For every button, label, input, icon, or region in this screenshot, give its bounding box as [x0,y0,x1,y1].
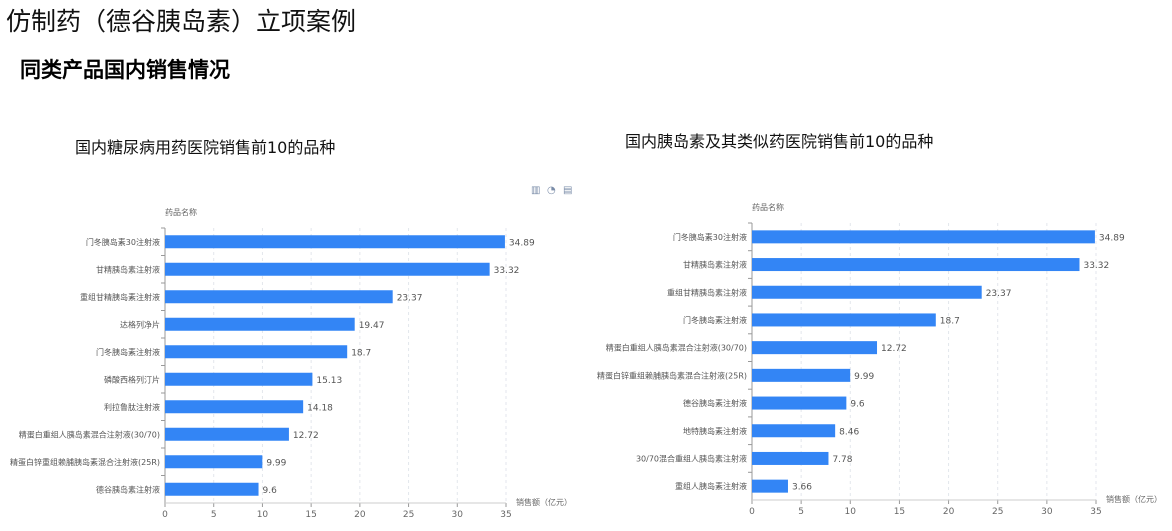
page-title: 仿制药（德谷胰岛素）立项案例 [6,7,357,36]
bar [752,451,829,465]
category-label: 甘精胰岛素注射液 [96,264,160,274]
category-label: 门冬胰岛素30注射液 [86,237,160,247]
x-axis-title: 销售额（亿元） [1106,494,1162,504]
data-label: 23.37 [397,293,423,303]
bar [165,262,490,276]
x-tick-label: 35 [500,510,511,520]
bar [752,230,1095,244]
category-label: 精蛋白重组人胰岛素混合注射液(30/70) [606,343,747,353]
x-tick-label: 0 [749,507,755,517]
x-tick-label: 5 [798,507,804,517]
section-subtitle: 同类产品国内销售情况 [20,58,230,82]
x-tick-label: 25 [403,510,414,520]
x-tick-label: 10 [257,510,269,520]
category-label: 精蛋白锌重组赖脯胰岛素混合注射液(25R) [10,457,160,467]
data-label: 7.78 [832,455,852,465]
bar [165,317,355,331]
chart-title-left: 国内糖尿病用药医院销售前10的品种 [75,138,336,157]
category-label: 重组甘精胰岛素注射液 [667,287,747,297]
data-label: 9.99 [854,372,874,382]
bar [165,235,505,249]
data-label: 34.89 [1099,233,1125,243]
y-axis-title: 药品名称 [752,202,784,212]
x-tick-label: 15 [894,507,905,517]
data-label: 18.7 [940,316,960,326]
x-tick-label: 30 [1041,507,1053,517]
bar [752,258,1080,272]
data-label: 23.37 [986,289,1012,299]
data-label: 9.99 [266,458,286,468]
bar [752,285,982,299]
data-label: 9.6 [850,400,865,410]
bar [752,396,847,410]
category-label: 利拉鲁肽注射液 [104,402,160,412]
bar [165,482,259,496]
bar [165,372,313,386]
x-axis-title: 销售额（亿元） [516,497,572,507]
bar [165,400,304,414]
x-tick-label: 5 [211,510,217,520]
category-label: 地特胰岛素注射液 [683,426,747,436]
bar [165,345,348,359]
data-label: 15.13 [316,376,342,386]
category-label: 门冬胰岛素30注射液 [673,232,747,242]
x-tick-label: 30 [452,510,464,520]
bar [752,424,836,438]
bar [165,290,393,304]
category-label: 精蛋白重组人胰岛素混合注射液(30/70) [19,429,160,439]
category-label: 重组人胰岛素注射液 [675,481,747,491]
category-label: 重组甘精胰岛素注射液 [80,292,160,302]
x-tick-label: 35 [1090,507,1101,517]
bar [752,313,936,327]
x-tick-label: 10 [845,507,857,517]
data-label: 33.32 [494,266,520,276]
chart-title-right: 国内胰岛素及其类似药医院销售前10的品种 [625,132,934,151]
x-tick-label: 15 [305,510,316,520]
data-label: 33.32 [1083,261,1109,271]
data-label: 9.6 [263,486,278,496]
category-label: 甘精胰岛素注射液 [683,260,747,270]
data-label: 12.72 [881,344,907,354]
x-tick-label: 20 [943,507,955,517]
data-label: 14.18 [307,403,333,413]
x-tick-label: 0 [162,510,168,520]
data-label: 18.7 [351,348,371,358]
data-label: 34.89 [509,238,535,248]
category-label: 精蛋白锌重组赖脯胰岛素混合注射液(25R) [597,370,747,380]
category-label: 磷酸西格列汀片 [104,374,160,384]
category-label: 门冬胰岛素注射液 [683,315,747,325]
x-tick-label: 20 [354,510,366,520]
x-tick-label: 25 [992,507,1003,517]
data-label: 3.66 [792,483,812,493]
category-label: 门冬胰岛素注射液 [96,347,160,357]
data-view-icon[interactable]: ▤ [563,185,573,196]
bar [165,455,263,469]
category-label: 德谷胰岛素注射液 [683,398,747,408]
bar [165,427,289,441]
bar [752,341,878,355]
bar [752,368,851,382]
pie-chart-icon[interactable]: ◔ [547,185,556,196]
bar-chart-icon[interactable]: ▥ [531,185,541,196]
category-label: 30/70混合重组人胰岛素注射液 [636,453,747,463]
data-label: 19.47 [359,321,385,331]
category-label: 德谷胰岛素注射液 [96,484,160,494]
category-label: 达格列净片 [120,319,160,329]
y-axis-title: 药品名称 [165,207,197,217]
data-label: 12.72 [293,431,319,441]
bar [752,479,788,493]
data-label: 8.46 [839,427,859,437]
